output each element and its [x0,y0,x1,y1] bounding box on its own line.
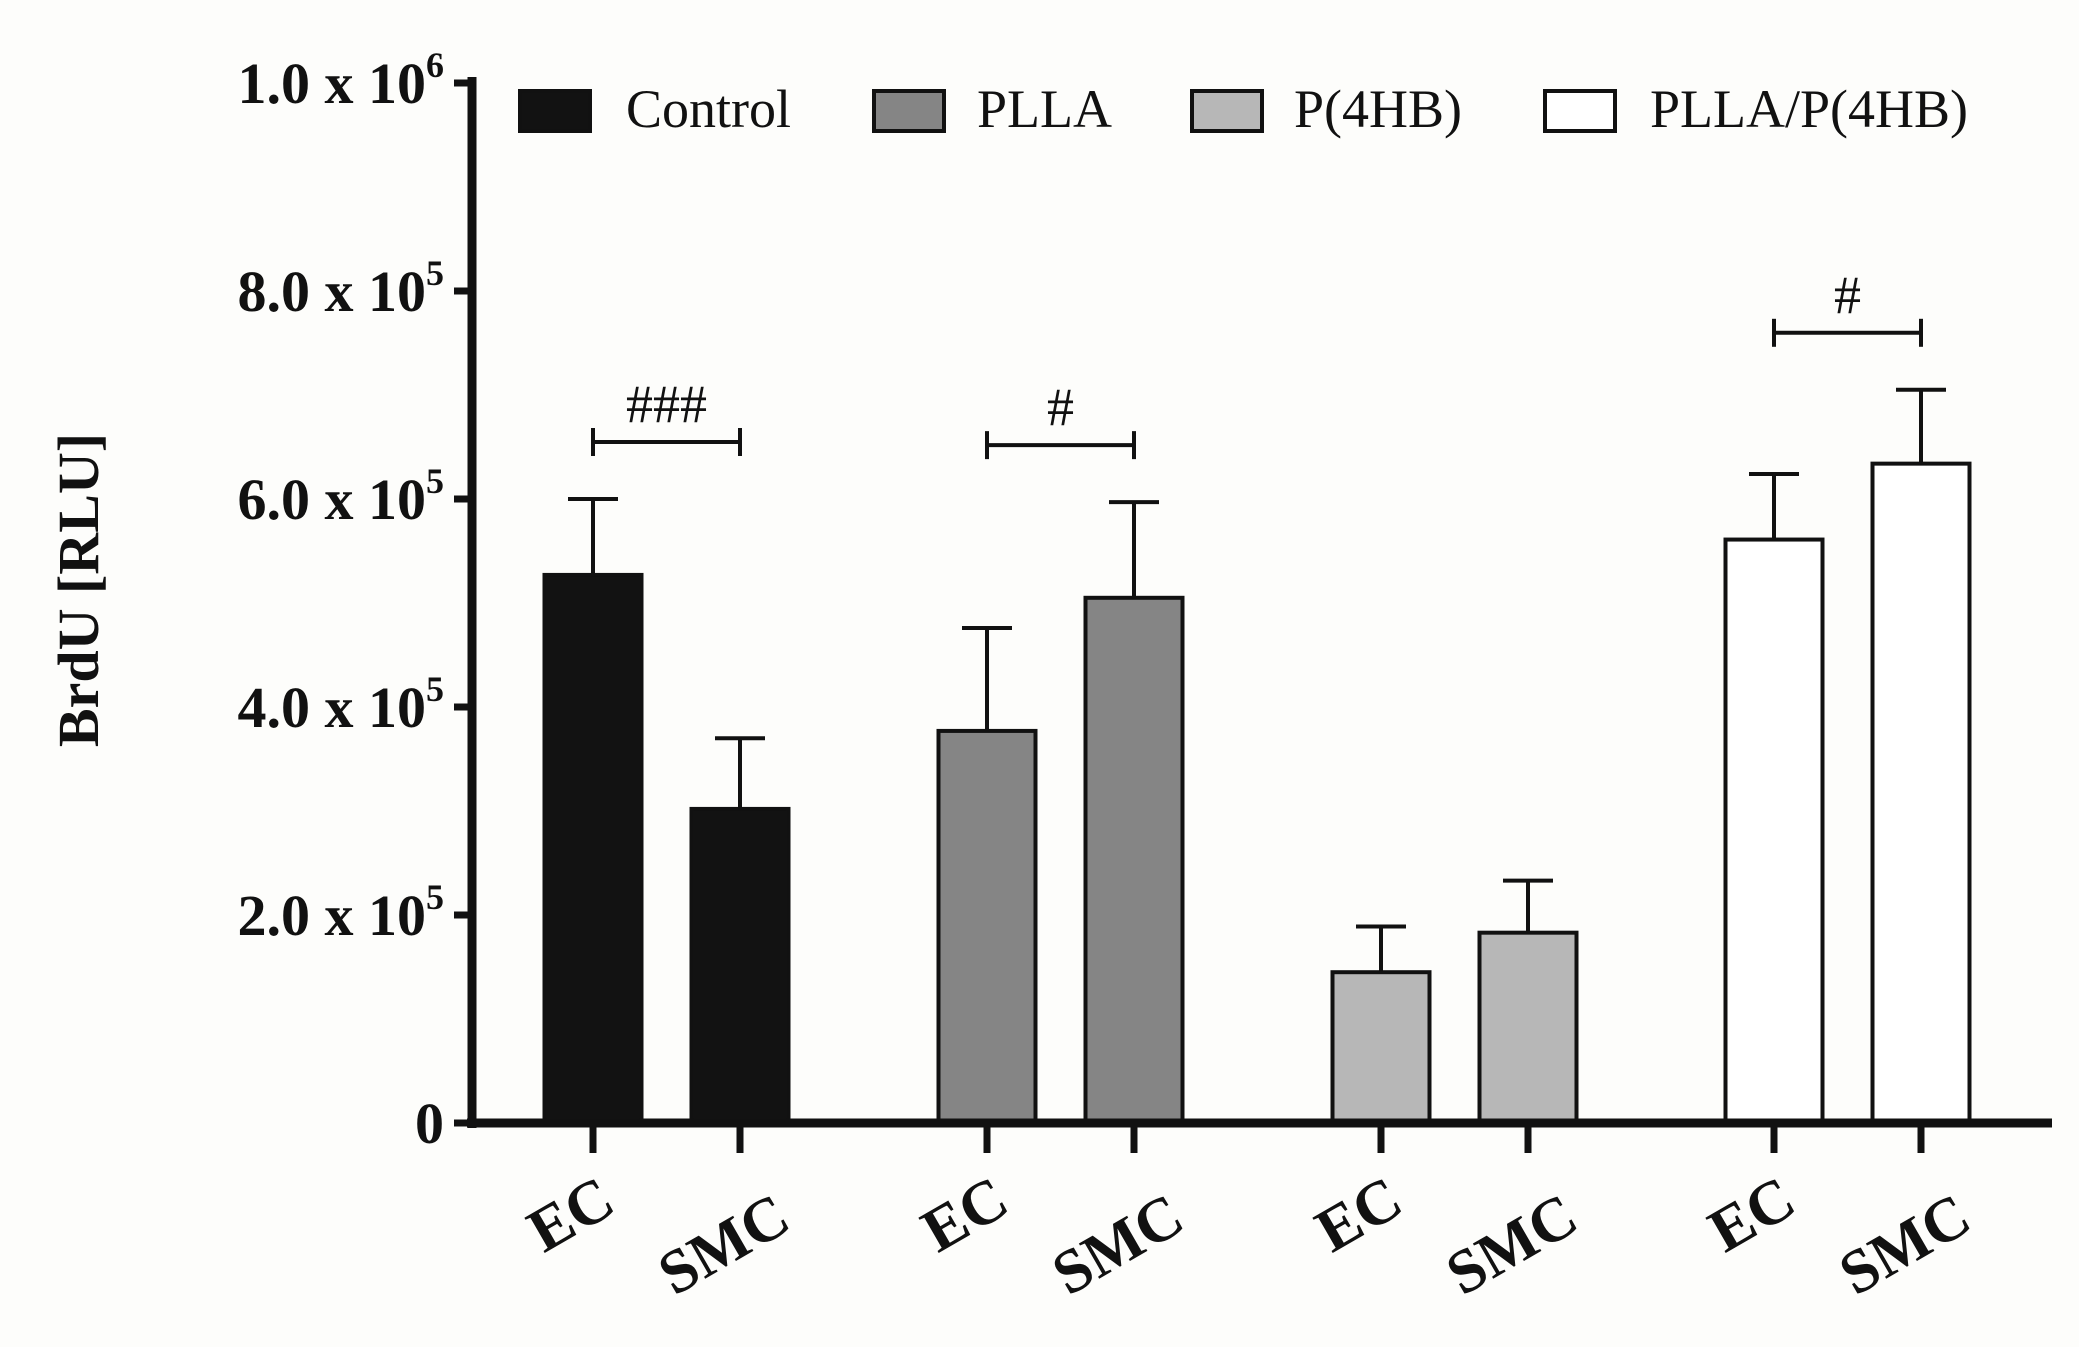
bar [936,728,1038,1125]
y-tick-label: 6.0 x 105 [238,461,445,532]
bar [1477,930,1579,1125]
x-category-label: SMC [647,1181,800,1309]
significance-label: # [1834,265,1861,325]
y-axis-title: BrdU [RLU] [46,433,111,747]
y-tick-label: 2.0 x 105 [238,877,445,948]
x-category-label: EC [911,1164,1020,1266]
x-category-label: SMC [1435,1181,1588,1309]
bar [1723,537,1825,1125]
bar [542,572,644,1125]
y-tick-label: 0 [415,1091,444,1156]
significance-label: ### [626,374,707,434]
bar [1330,970,1432,1126]
x-category-label: SMC [1041,1181,1194,1309]
legend-swatch [1190,89,1264,133]
bar [689,806,791,1125]
x-category-label: EC [1305,1164,1414,1266]
x-category-label: SMC [1828,1181,1981,1309]
legend-label: PLLA/P(4HB) [1650,79,1968,139]
y-tick-label: 1.0 x 106 [238,45,445,116]
significance-label: # [1047,377,1074,437]
y-tick-label: 4.0 x 105 [238,669,445,740]
x-category-label: EC [1698,1164,1807,1266]
legend-label: Control [626,79,791,139]
x-category-label: EC [517,1164,626,1266]
legend-label: P(4HB) [1294,79,1462,139]
legend-swatch [518,89,592,133]
legend-swatch [872,89,946,133]
bar [1870,461,1972,1125]
legend-label: PLLA [977,79,1112,139]
bar [1083,595,1185,1125]
legend-swatch [1543,89,1617,133]
y-tick-label: 8.0 x 105 [238,253,445,324]
